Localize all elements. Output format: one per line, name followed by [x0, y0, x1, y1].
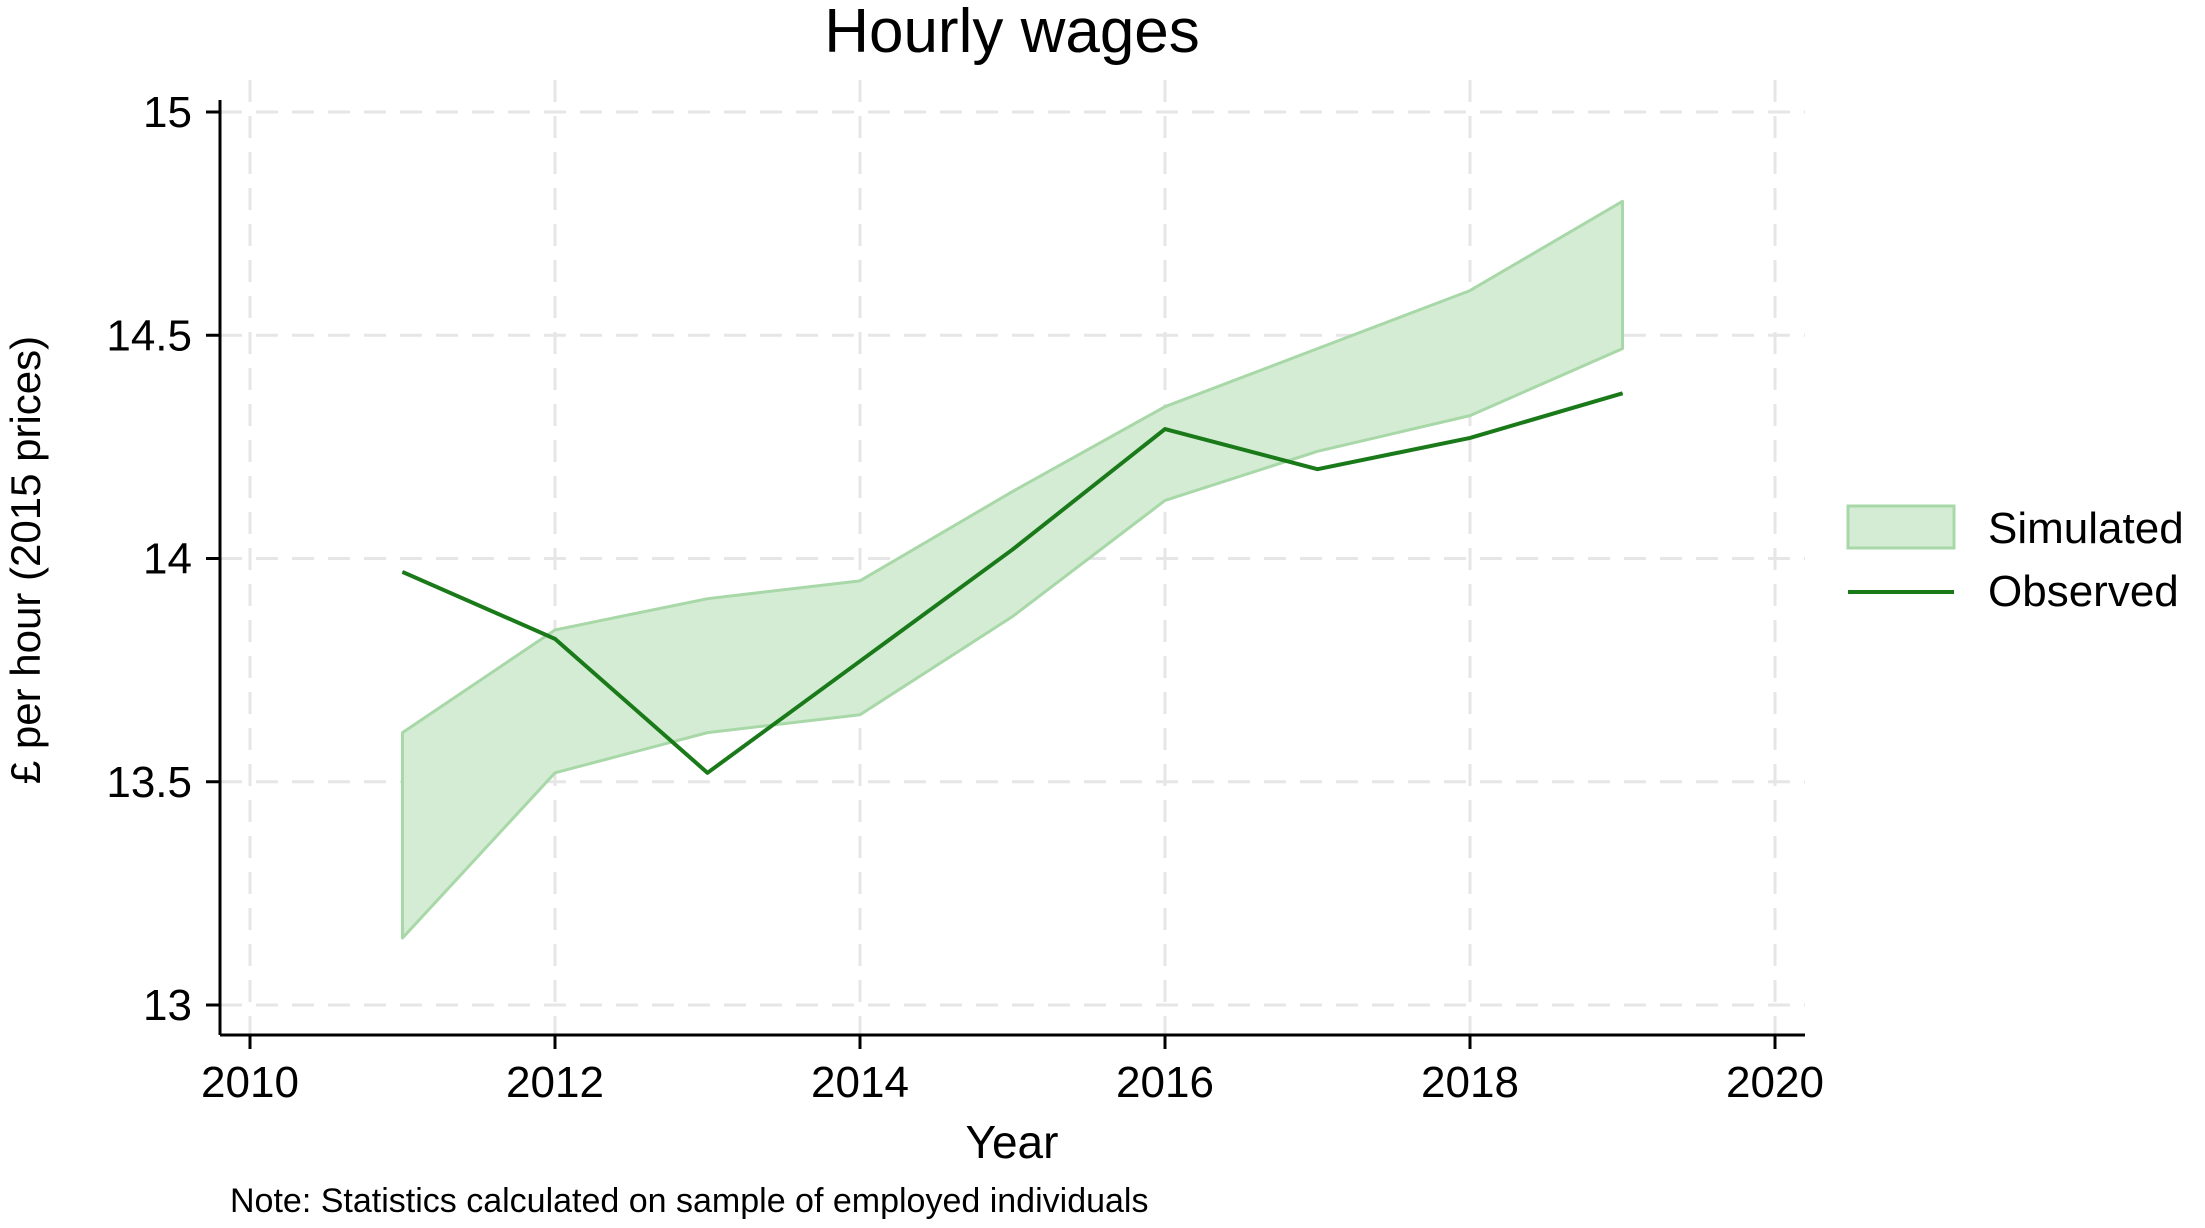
simulated-band [401, 199, 1624, 940]
y-tick-label: 13 [143, 981, 192, 1030]
observed-point [1164, 428, 1166, 430]
observed-point [1622, 392, 1623, 394]
observed-point [1012, 549, 1013, 551]
y-tick-label: 14 [143, 535, 192, 584]
legend-label-observed: Observed [1988, 567, 2179, 616]
tick-labels: 2010 2012 2014 2016 2018 2020 13 13.5 14 14.5 15 [106, 88, 1824, 1107]
axes [206, 100, 1805, 1049]
observed-point [707, 772, 708, 774]
simulated-band-layer [401, 199, 1624, 940]
legend-swatch-simulated [1846, 504, 1956, 550]
observed-point [1317, 468, 1318, 470]
observed-point [1469, 437, 1471, 439]
x-axis-label: Year [966, 1116, 1059, 1168]
observed-point [402, 571, 403, 573]
x-tick-label: 2018 [1421, 1058, 1519, 1107]
y-tick-label: 14.5 [106, 311, 192, 360]
observed-line-layer [401, 391, 1624, 775]
y-tick-label: 15 [143, 88, 192, 137]
x-tick-label: 2020 [1726, 1058, 1824, 1107]
grid [220, 80, 1805, 1035]
x-tick-label: 2014 [811, 1058, 909, 1107]
x-tick-label: 2010 [201, 1058, 299, 1107]
y-axis-label: £ per hour (2015 prices) [2, 336, 49, 784]
x-tick-label: 2016 [1116, 1058, 1214, 1107]
x-tick-label: 2012 [506, 1058, 604, 1107]
chart-title: Hourly wages [824, 0, 1200, 66]
observed-point [859, 660, 861, 662]
y-tick-label: 13.5 [106, 758, 192, 807]
observed-point [554, 638, 556, 640]
legend-label-simulated: Simulated [1988, 504, 2184, 553]
legend: Simulated Observed [1846, 504, 2184, 616]
chart-note: Note: Statistics calculated on sample of… [230, 1182, 1148, 1220]
